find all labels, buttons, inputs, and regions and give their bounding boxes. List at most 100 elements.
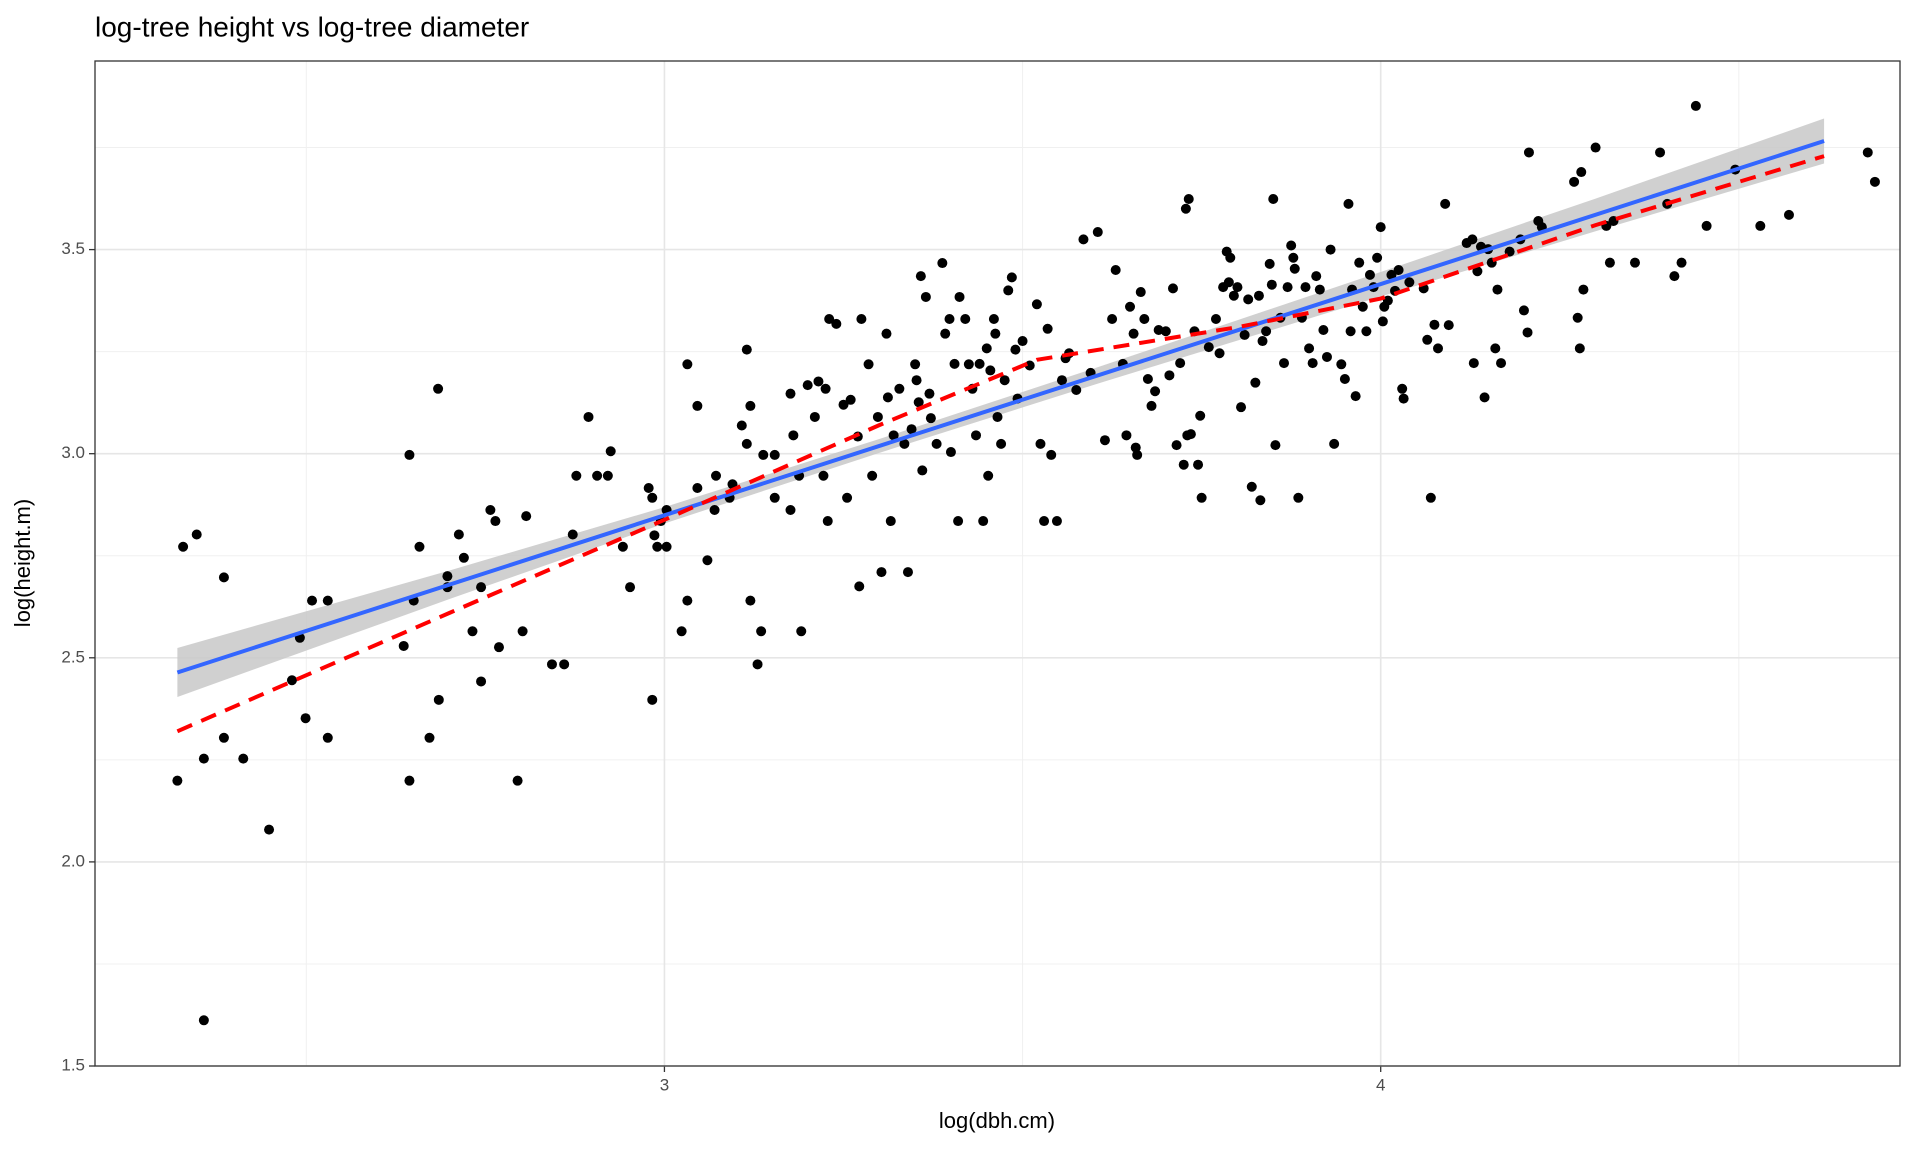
point [1006,272,1017,283]
point [1167,283,1178,294]
point [1629,257,1640,268]
point [1071,385,1082,396]
point [692,482,703,493]
point [882,392,893,403]
point [682,359,693,370]
point [1862,147,1873,158]
point [1031,299,1042,310]
dashed-fit-line [176,154,1825,734]
point [752,659,763,670]
point [1039,516,1050,527]
point [1690,100,1701,111]
point [741,344,752,355]
point [1125,301,1136,312]
point [872,411,883,422]
point [831,318,842,329]
point [1576,167,1587,178]
point [692,400,703,411]
point [867,470,878,481]
point [1146,400,1157,411]
point [1339,373,1350,384]
point [1289,263,1300,274]
point [1472,266,1483,277]
point [493,642,504,653]
point [906,424,917,435]
point [1490,343,1501,354]
point [1364,269,1375,280]
point [711,470,722,481]
point [1270,440,1281,451]
point [1261,326,1272,337]
point [911,375,922,386]
point [1377,316,1388,327]
y-tick-label: 1.5 [61,1055,85,1074]
point [1279,358,1290,369]
point [1210,313,1221,324]
chart-title: log-tree height vs log-tree diameter [95,11,529,42]
point [404,775,415,786]
point [992,411,1003,422]
point [758,449,769,460]
point [218,572,229,583]
point [559,659,570,670]
point [745,595,756,606]
point [949,358,960,369]
point [1255,495,1266,506]
point [963,359,974,370]
point [925,413,936,424]
point [1110,265,1121,276]
point [845,394,856,405]
point [1393,265,1404,276]
point [838,399,849,410]
point [414,541,425,552]
point [985,365,996,376]
point [881,328,892,339]
point [1003,285,1014,296]
point [1042,323,1053,334]
point [915,271,926,282]
point [999,375,1010,386]
point [1092,227,1103,238]
point [300,713,311,724]
point [178,541,189,552]
point [1286,240,1297,251]
point [1196,492,1207,503]
point [944,313,955,324]
point [676,626,687,637]
point [1223,277,1234,288]
plot-border [94,60,1901,1067]
point [1193,459,1204,470]
point [802,380,813,391]
point [1046,449,1057,460]
point [1139,313,1150,324]
point [1304,343,1315,354]
point [404,449,415,460]
point [1318,325,1329,336]
point [605,446,616,457]
point [1701,220,1712,231]
point [322,732,333,743]
point [1443,320,1454,331]
point [1468,358,1479,369]
point [398,640,409,651]
point [924,388,935,399]
point [198,1015,209,1026]
point [424,732,435,743]
point [818,470,829,481]
point [1314,284,1325,295]
point [647,492,658,503]
point [592,470,603,481]
point [1183,193,1194,204]
point [1253,290,1264,301]
point [1398,393,1409,404]
point [702,555,713,566]
y-tick-label: 2.0 [61,851,85,870]
point [1397,383,1408,394]
point [1321,351,1332,362]
point [521,511,532,522]
point [1429,319,1440,330]
point [322,595,333,606]
point [876,567,887,578]
